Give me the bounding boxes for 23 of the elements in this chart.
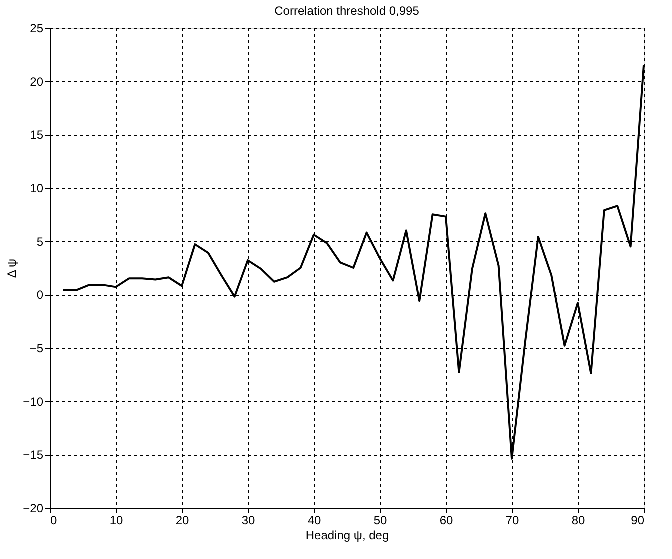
x-axis-title: Heading ψ, deg xyxy=(306,528,390,542)
x-tick-label: 10 xyxy=(110,514,124,528)
chart-title: Correlation threshold 0,995 xyxy=(274,4,420,18)
y-tick-label: −15 xyxy=(23,448,44,462)
x-tick-label: 40 xyxy=(308,514,322,528)
y-tick-label: 25 xyxy=(30,22,44,36)
y-tick-label: 10 xyxy=(30,182,44,196)
x-tick-label: 20 xyxy=(176,514,190,528)
y-tick-label: −10 xyxy=(23,394,44,409)
y-tick-label: −5 xyxy=(30,342,44,356)
y-tick-label: 15 xyxy=(30,128,44,142)
x-tick-label: 50 xyxy=(374,514,388,528)
y-tick-label: 0 xyxy=(36,288,44,302)
x-tick-label: 30 xyxy=(242,514,256,528)
y-tick-label: 5 xyxy=(36,234,44,249)
x-tick-label: 60 xyxy=(440,514,454,528)
x-tick-label: 80 xyxy=(572,514,586,528)
x-tick-label: 70 xyxy=(506,514,520,528)
y-tick-label: −20 xyxy=(23,502,44,516)
x-tick-label: 90 xyxy=(631,514,645,528)
y-tick-label: 20 xyxy=(30,74,44,89)
x-tick-label: 0 xyxy=(50,514,58,528)
y-axis-title: Δ ψ xyxy=(5,258,20,278)
